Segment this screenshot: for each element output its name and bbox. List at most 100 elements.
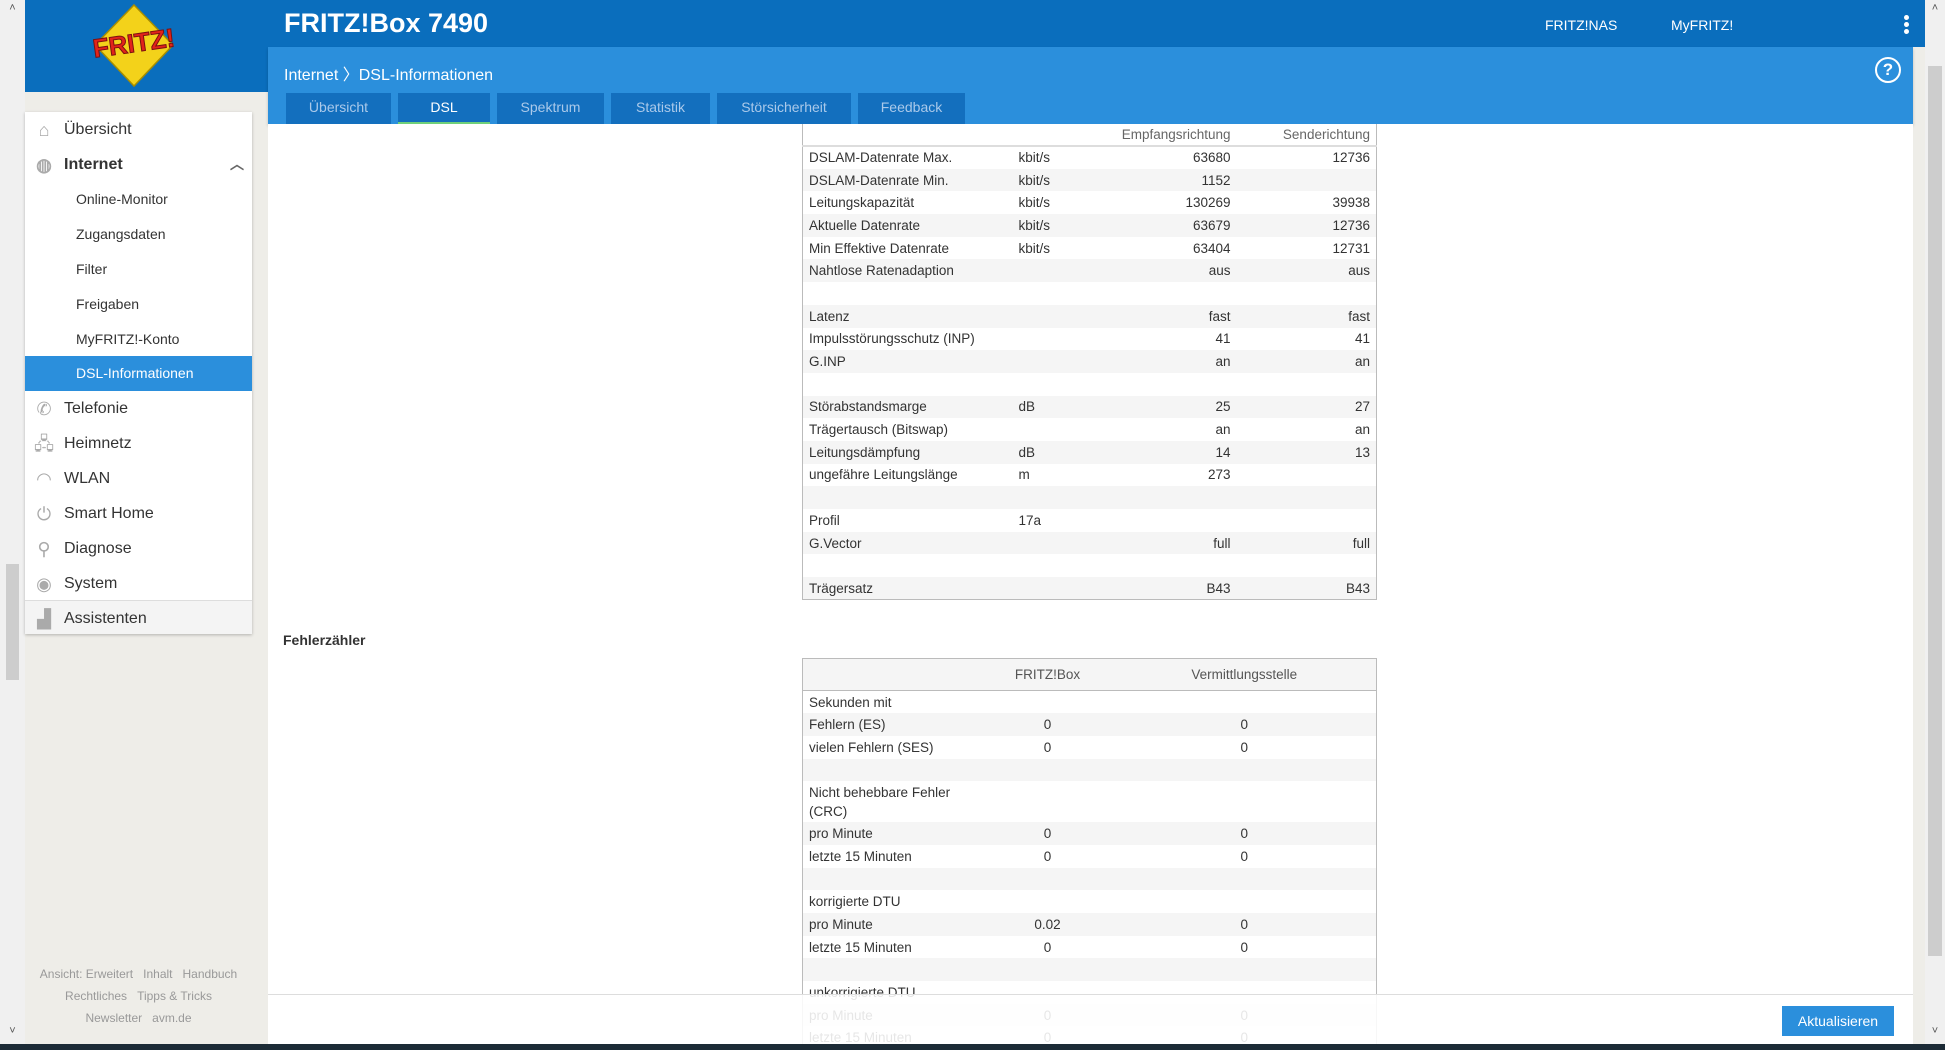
table-cell xyxy=(802,958,983,982)
table-cell xyxy=(1113,781,1377,822)
fritz-logo[interactable]: FRITZ! xyxy=(25,0,268,92)
table-cell: 63404 xyxy=(1192,240,1231,256)
scroll-down-icon[interactable]: ˅ xyxy=(9,1025,16,1037)
table-cell: an xyxy=(1102,350,1237,373)
refresh-button[interactable]: Aktualisieren xyxy=(1782,1006,1894,1036)
table-row: ungefähre Leitungslänge m 273 xyxy=(803,464,1377,487)
sidebar-item-uebersicht[interactable]: ⌂ Übersicht xyxy=(25,112,252,147)
table-cell xyxy=(983,890,1113,913)
sidebar-item-internet[interactable]: ◍ Internet ︿ xyxy=(25,147,252,182)
table-row: Störabstandsmarge dB 25 27 xyxy=(802,395,1377,419)
table-cell xyxy=(1013,418,1103,441)
sidebar-item-label: Assistenten xyxy=(64,610,147,627)
tab-dsl[interactable]: DSL xyxy=(398,93,490,124)
page-title: FRITZ!Box 7490 xyxy=(284,8,489,38)
table-cell: 0 xyxy=(1240,939,1248,955)
link-rechtliches[interactable]: Rechtliches xyxy=(65,989,128,1003)
tab-feedback[interactable]: Feedback xyxy=(858,93,965,124)
table-cell xyxy=(1012,259,1103,283)
sidebar-item-smart-home[interactable]: ⏻ Smart Home xyxy=(25,496,252,531)
table-cell: B43 xyxy=(1102,577,1237,600)
table-cell: 14 xyxy=(1102,440,1237,464)
help-icon[interactable]: ? xyxy=(1875,57,1901,83)
scrollbar-thumb[interactable] xyxy=(1928,66,1942,956)
link-newsletter[interactable]: Newsletter xyxy=(85,1011,143,1025)
sidebar-item-filter[interactable]: Filter xyxy=(25,252,252,287)
sidebar-item-myfritz-konto[interactable]: MyFRITZ!-Konto xyxy=(25,322,252,357)
table-cell xyxy=(1102,486,1237,509)
table-cell: 39938 xyxy=(1332,195,1370,211)
scroll-up-icon[interactable]: ˄ xyxy=(1931,2,1939,14)
breadcrumb-internet[interactable]: Internet xyxy=(284,67,339,84)
link-avm[interactable]: avm.de xyxy=(152,1011,192,1025)
left-scrollbar[interactable]: ˄ ˅ xyxy=(0,0,25,1044)
link-handbuch[interactable]: Handbuch xyxy=(182,967,238,981)
table-cell: Leitungsdämpfung xyxy=(802,440,1013,464)
phone-icon: ✆ xyxy=(36,399,52,419)
sidebar-item-heimnetz[interactable]: 🖧 Heimnetz xyxy=(25,426,252,461)
table-cell xyxy=(1236,168,1377,192)
table-cell xyxy=(1012,531,1103,555)
sidebar-item-label: Zugangsdaten xyxy=(76,226,166,242)
table-cell: full xyxy=(1102,531,1237,555)
table-cell xyxy=(803,282,1013,305)
sidebar-item-diagnose[interactable]: ⚲ Diagnose xyxy=(25,531,252,566)
sidebar-item-online-monitor[interactable]: Online-Monitor xyxy=(25,182,252,217)
link-tipps[interactable]: Tipps & Tricks xyxy=(137,989,212,1003)
table-cell: 25 xyxy=(1102,395,1237,419)
sidebar-item-freigaben[interactable]: Freigaben xyxy=(25,287,252,322)
scrollbar-thumb[interactable] xyxy=(6,564,19,680)
tab-stoersicherheit[interactable]: Störsicherheit xyxy=(717,93,851,124)
right-scrollbar[interactable]: ˄ ˅ xyxy=(1925,0,1945,1044)
table-cell: pro Minute xyxy=(802,822,983,845)
table-row: DSLAM-Datenrate Max. kbit/s 63680 12736 xyxy=(803,146,1377,169)
sidebar-item-label: DSL-Informationen xyxy=(76,365,194,381)
chevron-up-icon[interactable]: ︿ xyxy=(230,156,244,172)
table-cell: kbit/s xyxy=(1012,168,1103,192)
table-row: Sekunden mit xyxy=(803,691,1377,714)
top-header xyxy=(25,0,1925,47)
link-ansicht[interactable]: Ansicht: Erweitert xyxy=(39,967,134,981)
scroll-up-icon[interactable]: ˄ xyxy=(9,2,16,14)
table-cell xyxy=(1237,509,1377,532)
table-row: Profil 17a xyxy=(803,509,1377,532)
sidebar-item-dsl-informationen[interactable]: DSL-Informationen xyxy=(25,356,252,391)
scroll-down-icon[interactable]: ˅ xyxy=(1931,1025,1939,1037)
sidebar-item-label: Filter xyxy=(76,261,108,277)
link-inhalt[interactable]: Inhalt xyxy=(143,967,173,981)
taskbar xyxy=(0,1044,1945,1050)
sidebar-item-assistenten[interactable]: ▟ Assistenten xyxy=(25,600,252,634)
more-menu-icon[interactable] xyxy=(1904,15,1910,35)
table-cell: 0 xyxy=(982,713,1113,736)
smart-home-icon: ⏻ xyxy=(36,504,52,524)
table-row: Fehlern (ES) 0 0 xyxy=(802,713,1377,736)
table-cell xyxy=(802,867,983,891)
tab-uebersicht[interactable]: Übersicht xyxy=(286,93,391,124)
table-cell: vielen Fehlern (SES) xyxy=(809,739,934,755)
table-cell: aus xyxy=(1236,259,1377,283)
table-row xyxy=(802,486,1377,509)
table-cell: fast xyxy=(1236,304,1377,328)
fritznas-link[interactable]: FRITZ!NAS xyxy=(1545,17,1618,33)
table-cell xyxy=(1013,554,1103,577)
column-header xyxy=(802,124,1013,147)
table-cell xyxy=(1237,373,1377,396)
table-row: Min Effektive Datenrate kbit/s 63404 12731 xyxy=(803,237,1377,260)
table-cell: 0 xyxy=(1043,939,1052,955)
sidebar-item-zugangsdaten[interactable]: Zugangsdaten xyxy=(25,217,252,252)
column-header xyxy=(802,658,983,691)
section-title-fehlerzaehler: Fehlerzähler xyxy=(283,632,366,648)
sidebar-item-system[interactable]: ◉ System xyxy=(25,566,252,601)
table-cell: 0.02 xyxy=(982,913,1113,936)
sidebar-item-telefonie[interactable]: ✆ Telefonie xyxy=(25,391,252,426)
tab-spektrum[interactable]: Spektrum xyxy=(497,93,604,124)
table-cell xyxy=(1112,867,1377,891)
tab-statistik[interactable]: Statistik xyxy=(611,93,710,124)
table-row: Impulsstörungsschutz (INP) 41 41 xyxy=(803,328,1377,351)
table-row: Nicht behebbare Fehler (CRC) xyxy=(803,781,1377,822)
table-cell: Impulsstörungsschutz (INP) xyxy=(809,331,975,347)
table-row: Trägersatz B43 B43 xyxy=(802,577,1377,600)
table-row: Latenz fast fast xyxy=(802,304,1377,328)
myfritz-link[interactable]: MyFRITZ! xyxy=(1671,17,1734,33)
sidebar-item-wlan[interactable]: ◠ WLAN xyxy=(25,461,252,496)
